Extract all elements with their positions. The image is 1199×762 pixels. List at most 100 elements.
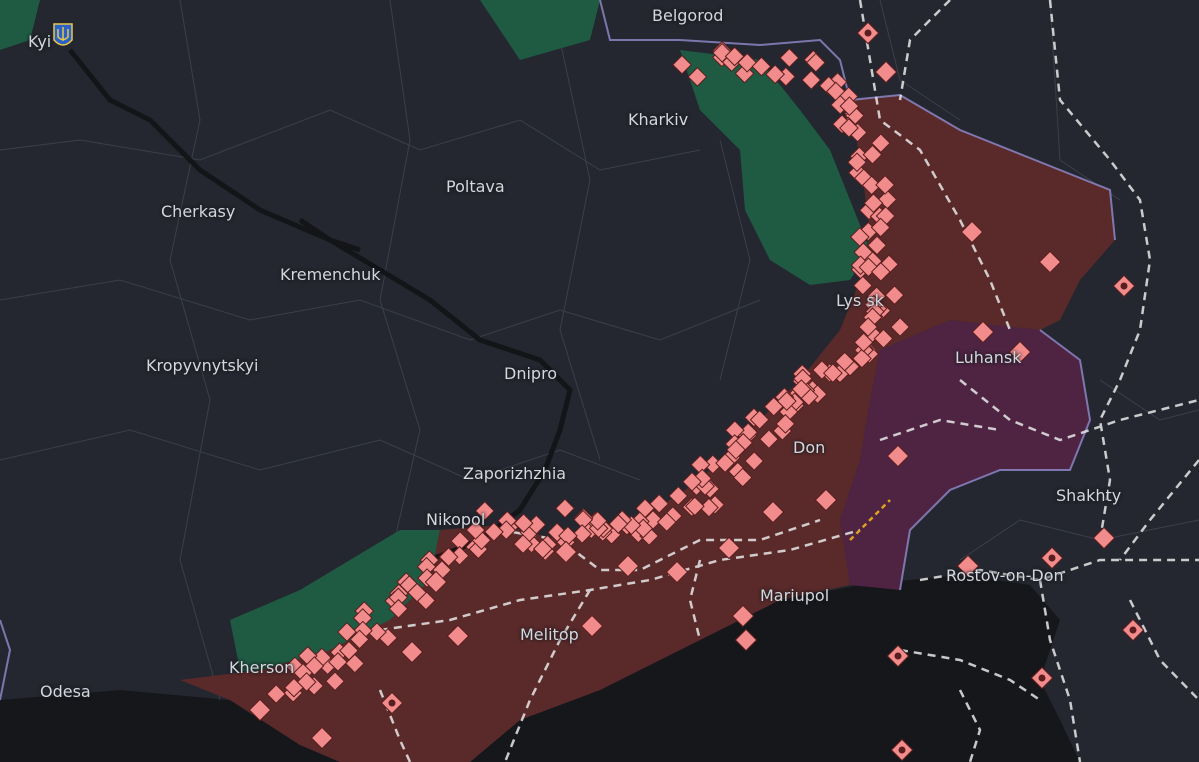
event-marker-icon[interactable] (731, 604, 755, 628)
event-marker-icon[interactable] (554, 540, 578, 564)
event-marker-icon[interactable] (496, 520, 517, 541)
event-marker-icon[interactable] (852, 275, 873, 296)
event-marker-icon[interactable] (284, 677, 304, 698)
event-marker-icon[interactable] (847, 152, 867, 173)
event-marker-icon[interactable] (779, 48, 800, 68)
event-marker-icon[interactable] (875, 174, 896, 195)
event-marker-icon[interactable] (775, 413, 796, 434)
event-marker-icon[interactable] (805, 52, 826, 73)
event-marker-icon[interactable] (971, 320, 995, 344)
event-marker-icon[interactable] (765, 64, 786, 85)
event-marker-icon[interactable] (266, 684, 287, 704)
event-marker-icon[interactable] (558, 525, 578, 546)
event-marker-icon[interactable] (248, 698, 272, 722)
event-marker-icon[interactable] (1008, 340, 1032, 364)
event-marker-icon[interactable] (388, 598, 409, 619)
explosion-marker-icon (1129, 626, 1137, 634)
event-marker-icon[interactable] (849, 227, 870, 247)
event-marker-icon[interactable] (726, 439, 746, 460)
event-marker-icon[interactable] (573, 509, 594, 530)
event-marker-icon[interactable] (656, 512, 677, 533)
event-marker-icon[interactable] (814, 488, 838, 512)
event-marker-icon[interactable] (724, 420, 745, 441)
event-marker-icon[interactable] (424, 570, 448, 594)
event-marker-icon[interactable] (853, 332, 874, 353)
event-marker-icon[interactable] (687, 66, 708, 87)
event-marker-icon[interactable] (665, 560, 689, 584)
event-marker-icon[interactable] (776, 391, 797, 412)
event-marker-icon[interactable] (732, 467, 753, 488)
event-marker-icon[interactable] (325, 671, 345, 692)
event-marker-icon[interactable] (416, 556, 437, 577)
event-marker-icon[interactable] (884, 285, 905, 306)
event-marker-icon[interactable] (744, 451, 765, 471)
event-marker-icon[interactable] (877, 189, 898, 210)
event-marker-icon[interactable] (886, 444, 910, 468)
event-marker-icon[interactable] (791, 379, 812, 400)
event-marker-icon[interactable] (465, 520, 486, 540)
event-marker-icon[interactable] (668, 485, 689, 506)
event-marker-icon[interactable] (1092, 526, 1116, 550)
event-marker-icon[interactable] (702, 454, 723, 475)
event-marker-icon[interactable] (555, 498, 575, 519)
event-marker-icon[interactable] (715, 453, 735, 474)
event-marker-icon[interactable] (616, 554, 640, 578)
event-marker-icon[interactable] (870, 217, 891, 238)
event-marker-icon[interactable] (474, 500, 495, 521)
event-marker-icon[interactable] (699, 497, 719, 518)
event-marker-icon[interactable] (608, 514, 629, 534)
event-marker-icon[interactable] (513, 534, 533, 555)
event-marker-icon[interactable] (863, 193, 884, 214)
event-marker-icon[interactable] (388, 587, 409, 608)
event-marker-icon[interactable] (734, 628, 758, 652)
event-marker-icon[interactable] (682, 471, 702, 492)
event-marker-icon[interactable] (858, 317, 879, 337)
event-marker-icon[interactable] (344, 653, 365, 674)
event-marker-icon[interactable] (870, 133, 891, 153)
event-marker-icon[interactable] (446, 624, 470, 648)
event-marker-icon[interactable] (526, 514, 547, 535)
event-marker-icon[interactable] (1038, 250, 1062, 274)
event-marker-icon[interactable] (801, 70, 822, 90)
event-marker-icon[interactable] (749, 409, 770, 430)
event-marker-icon[interactable] (839, 96, 860, 117)
event-marker-icon[interactable] (684, 496, 705, 517)
event-marker-icon[interactable] (484, 522, 504, 542)
event-marker-icon[interactable] (532, 539, 553, 559)
event-marker-icon[interactable] (366, 622, 387, 642)
event-marker-icon[interactable] (438, 547, 459, 567)
event-marker-icon[interactable] (839, 118, 859, 138)
event-marker-icon[interactable] (587, 510, 608, 531)
event-marker-icon[interactable] (890, 317, 910, 337)
event-marker-icon[interactable] (580, 614, 604, 638)
event-marker-icon[interactable] (751, 56, 772, 77)
event-marker-icon[interactable] (822, 363, 843, 384)
event-marker-icon[interactable] (717, 536, 741, 560)
event-marker-icon[interactable] (310, 726, 334, 750)
event-marker-icon[interactable] (737, 52, 758, 73)
event-marker-icon[interactable] (873, 328, 894, 349)
event-marker-icon[interactable] (349, 629, 370, 650)
event-marker-icon[interactable] (852, 348, 872, 369)
event-marker-icon[interactable] (328, 652, 348, 672)
event-marker-icon[interactable] (956, 554, 980, 578)
event-marker-icon[interactable] (672, 54, 692, 75)
event-marker-icon[interactable] (761, 500, 785, 524)
event-marker-icon[interactable] (352, 608, 373, 628)
event-marker-icon[interactable] (870, 261, 891, 282)
event-marker-icon[interactable] (690, 454, 711, 475)
event-marker-icon[interactable] (572, 524, 593, 544)
event-marker-icon[interactable] (834, 351, 855, 372)
event-marker-icon[interactable] (960, 220, 984, 244)
event-marker-icon[interactable] (450, 531, 471, 551)
event-marker-icon[interactable] (867, 235, 887, 256)
event-marker-icon[interactable] (400, 640, 424, 664)
event-marker-icon[interactable] (861, 175, 882, 196)
event-marker-icon[interactable] (337, 622, 357, 642)
event-marker-icon[interactable] (513, 513, 534, 534)
event-marker-icon[interactable] (874, 60, 898, 84)
event-marker-icon[interactable] (407, 582, 427, 603)
event-marker-icon[interactable] (862, 144, 883, 165)
event-marker-icon[interactable] (759, 429, 779, 450)
